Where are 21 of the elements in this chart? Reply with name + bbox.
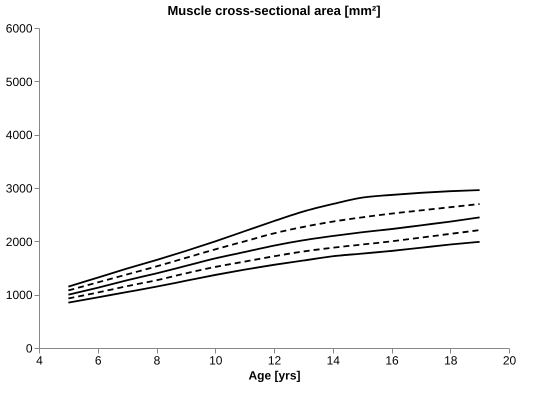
line-series [67, 240, 481, 304]
x-axis-title: Age [yrs] [248, 368, 301, 382]
x-tick-label: 20 [502, 354, 516, 368]
y-tick-label: 0 [26, 342, 33, 356]
x-tick-label: 6 [94, 354, 102, 368]
y-tick-label: 2000 [6, 234, 33, 249]
line-series [67, 216, 481, 296]
y-tick-label: 3000 [6, 182, 33, 196]
x-tick-label: 18 [444, 354, 458, 368]
x-tick-label: 16 [385, 354, 399, 368]
y-tick-label: 5000 [6, 74, 33, 89]
x-tick-label: 8 [154, 354, 161, 368]
x-tick-label: 14 [326, 354, 340, 368]
y-tick-label: 6000 [6, 22, 33, 36]
x-tick-label: 12 [268, 354, 282, 368]
y-tick-label: 1000 [6, 288, 33, 302]
x-tick-label: 4 [36, 354, 44, 368]
x-tick-label: 10 [209, 354, 223, 368]
chart-title: Muscle cross-sectional area [mm²] [167, 3, 381, 18]
y-tick-label: 4000 [6, 128, 33, 142]
line-series [67, 189, 481, 288]
